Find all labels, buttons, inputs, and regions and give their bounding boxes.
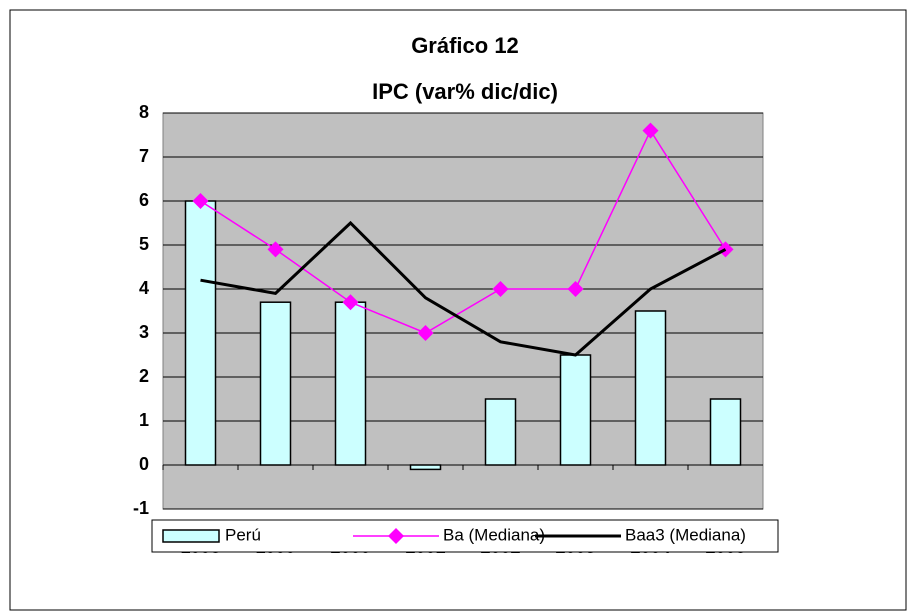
- legend-marker: [388, 528, 404, 544]
- legend-swatch: [162, 529, 220, 543]
- chart-subtitle: IPC (var% dic/dic): [372, 79, 558, 104]
- line: [200, 220, 727, 357]
- legend-label: Baa3 (Mediana): [625, 525, 746, 544]
- marker: [192, 193, 209, 209]
- line: [200, 129, 727, 334]
- y-tick-label: -1: [133, 498, 149, 518]
- y-tick-label: 7: [139, 146, 149, 166]
- bar: [259, 301, 292, 466]
- marker: [492, 281, 509, 297]
- y-tick-label: 8: [139, 102, 149, 122]
- marker: [642, 122, 659, 139]
- bar: [409, 464, 442, 471]
- y-tick-label: 1: [139, 410, 149, 430]
- y-tick-label: 2: [139, 366, 149, 386]
- legend: [151, 519, 779, 553]
- chart-title: Gráfico 12: [411, 33, 519, 58]
- bar: [709, 398, 742, 466]
- marker: [342, 294, 359, 311]
- marker: [267, 241, 284, 258]
- bar: [559, 354, 592, 466]
- y-tick-label: 6: [139, 190, 149, 210]
- bar: [484, 398, 517, 466]
- marker: [417, 325, 434, 341]
- y-tick-label: 5: [139, 234, 149, 254]
- bar: [334, 301, 367, 466]
- bar: [184, 200, 217, 466]
- y-tick-label: 0: [139, 454, 149, 474]
- y-tick-label: 4: [139, 278, 149, 298]
- marker: [567, 281, 584, 297]
- legend-label: Perú: [225, 525, 261, 544]
- bar: [634, 310, 667, 466]
- y-tick-label: 3: [139, 322, 149, 342]
- legend-label: Ba (Mediana): [443, 525, 545, 544]
